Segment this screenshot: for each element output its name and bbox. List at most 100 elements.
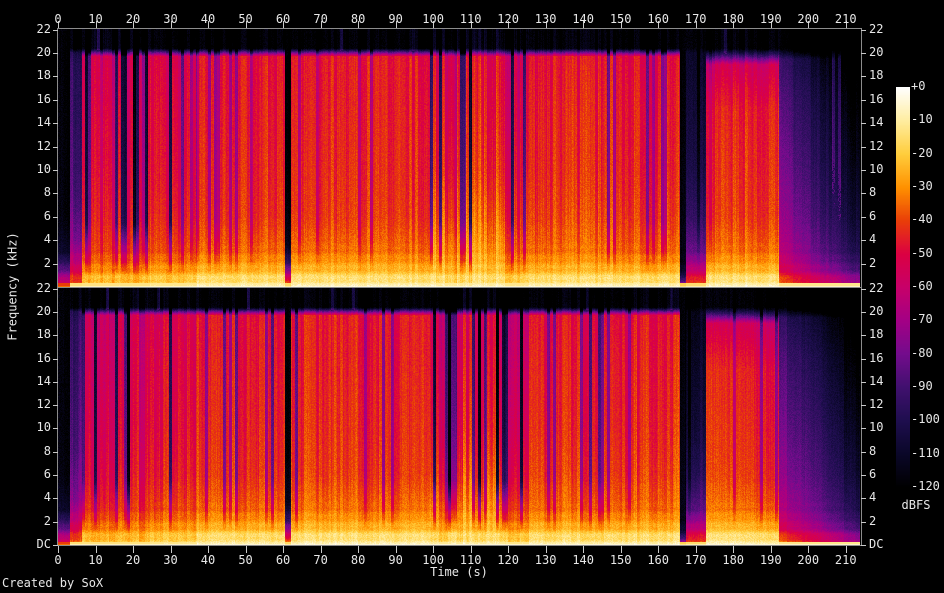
time-tick-bottom xyxy=(133,546,135,553)
time-tick-top xyxy=(133,21,135,28)
freq-tick-label-right: 4 xyxy=(869,490,877,504)
colorbar-title: dBFS xyxy=(901,498,931,512)
time-tick-label-bottom: 0 xyxy=(54,553,62,567)
time-tick-label-bottom: 30 xyxy=(163,553,178,567)
freq-tick-label-left: 10 xyxy=(36,162,51,176)
time-tick-bottom xyxy=(620,546,622,553)
colorbar-tick-label: -120 xyxy=(911,479,940,493)
time-tick-top xyxy=(545,21,547,28)
freq-tick-label-left: 2 xyxy=(43,256,51,270)
time-tick-label-bottom: 210 xyxy=(834,553,857,567)
freq-tick-right xyxy=(861,100,866,101)
freq-tick-right xyxy=(861,240,866,241)
freq-tick-right xyxy=(861,359,866,360)
time-tick-label-bottom: 20 xyxy=(125,553,141,567)
time-tick-label-top: 130 xyxy=(534,12,557,26)
freq-tick-label-right: 20 xyxy=(869,304,884,318)
time-tick-label-bottom: 180 xyxy=(722,553,745,567)
time-tick-top xyxy=(95,21,97,28)
time-tick-top xyxy=(358,21,360,28)
freq-tick-label-right: 4 xyxy=(869,232,877,246)
freq-tick-label-left: 20 xyxy=(36,304,51,318)
time-tick-bottom xyxy=(395,546,397,553)
freq-tick-label-right: 12 xyxy=(869,139,884,153)
freq-tick-label-right: 8 xyxy=(869,444,877,458)
time-tick-top xyxy=(320,21,322,28)
time-tick-top xyxy=(170,21,172,28)
freq-tick-label-left: 22 xyxy=(36,22,51,36)
colorbar-tick-label: -30 xyxy=(911,179,933,193)
colorbar-tick-label: -20 xyxy=(911,145,933,160)
freq-tick-right xyxy=(861,498,866,499)
time-tick-bottom xyxy=(470,546,472,553)
time-tick-label-bottom: 200 xyxy=(797,553,820,567)
freq-tick-label-left: 22 xyxy=(36,281,51,295)
time-tick-bottom xyxy=(545,546,547,553)
freq-tick-label-right: 10 xyxy=(869,420,884,434)
freq-tick-right xyxy=(861,123,866,124)
freq-tick-label-left: 14 xyxy=(36,374,51,388)
freq-tick-label-right: DC xyxy=(869,537,884,551)
colorbar-tick-label: -100 xyxy=(911,412,940,427)
freq-tick-label-left: 4 xyxy=(43,490,51,504)
time-tick-label-top: 90 xyxy=(388,12,403,26)
time-tick-label-top: 60 xyxy=(275,12,291,26)
y-axis-title: Frequency (kHz) xyxy=(5,232,20,341)
time-tick-top xyxy=(808,21,810,28)
time-tick-top xyxy=(695,21,697,28)
freq-tick-right xyxy=(861,428,866,429)
time-tick-label-bottom: 140 xyxy=(572,553,594,567)
time-tick-label-top: 150 xyxy=(609,12,632,26)
freq-tick-label-right: 16 xyxy=(869,92,884,106)
freq-tick-right xyxy=(861,264,866,265)
freq-tick-label-left: 6 xyxy=(43,467,51,481)
time-tick-top xyxy=(58,21,59,28)
time-tick-label-top: 30 xyxy=(163,12,178,26)
time-tick-top xyxy=(770,21,772,28)
time-tick-label-top: 100 xyxy=(422,12,444,26)
freq-tick-label-left: 2 xyxy=(43,514,51,528)
freq-tick-right xyxy=(861,545,866,546)
time-tick-bottom xyxy=(695,546,697,553)
time-tick-label-bottom: 160 xyxy=(647,553,670,567)
freq-tick-label-left: 4 xyxy=(43,232,51,246)
freq-tick-label-left: DC xyxy=(36,537,51,551)
time-tick-label-bottom: 70 xyxy=(313,553,328,567)
freq-tick-right xyxy=(861,217,866,218)
time-tick-label-bottom: 50 xyxy=(238,553,253,567)
freq-tick-label-right: 14 xyxy=(869,374,884,388)
freq-tick-label-right: 10 xyxy=(869,162,884,176)
time-tick-label-bottom: 60 xyxy=(275,553,291,567)
spectrogram-channel-2 xyxy=(58,288,860,545)
time-tick-bottom xyxy=(245,546,247,553)
freq-tick-label-right: 18 xyxy=(869,327,884,341)
time-tick-label-top: 80 xyxy=(350,12,366,26)
freq-tick-right xyxy=(861,289,866,290)
time-tick-top xyxy=(433,21,435,28)
time-tick-label-top: 0 xyxy=(54,12,62,26)
colorbar-tick-label: -70 xyxy=(911,312,933,327)
time-tick-top xyxy=(208,21,210,28)
freq-tick-right xyxy=(861,335,866,336)
time-tick-bottom xyxy=(358,546,360,553)
time-tick-label-top: 160 xyxy=(647,12,670,26)
time-tick-label-top: 180 xyxy=(722,12,745,26)
time-tick-label-top: 190 xyxy=(759,12,782,26)
time-tick-top xyxy=(658,21,660,28)
time-tick-label-top: 40 xyxy=(200,12,216,26)
time-tick-label-bottom: 190 xyxy=(759,553,782,567)
time-tick-top xyxy=(508,21,510,28)
freq-tick-right xyxy=(861,76,866,77)
freq-tick-right xyxy=(861,30,866,31)
time-tick-top xyxy=(395,21,397,28)
time-tick-top xyxy=(583,21,585,28)
freq-tick-label-right: 6 xyxy=(869,209,877,223)
colorbar-tick-label: +0 xyxy=(911,79,926,93)
colorbar-tick-label: -60 xyxy=(911,279,933,293)
freq-tick-label-right: 22 xyxy=(869,281,884,295)
credit-text: Created by SoX xyxy=(2,576,104,590)
time-tick-top xyxy=(845,21,847,28)
freq-tick-label-left: 12 xyxy=(36,139,51,153)
time-tick-label-top: 10 xyxy=(88,12,103,26)
